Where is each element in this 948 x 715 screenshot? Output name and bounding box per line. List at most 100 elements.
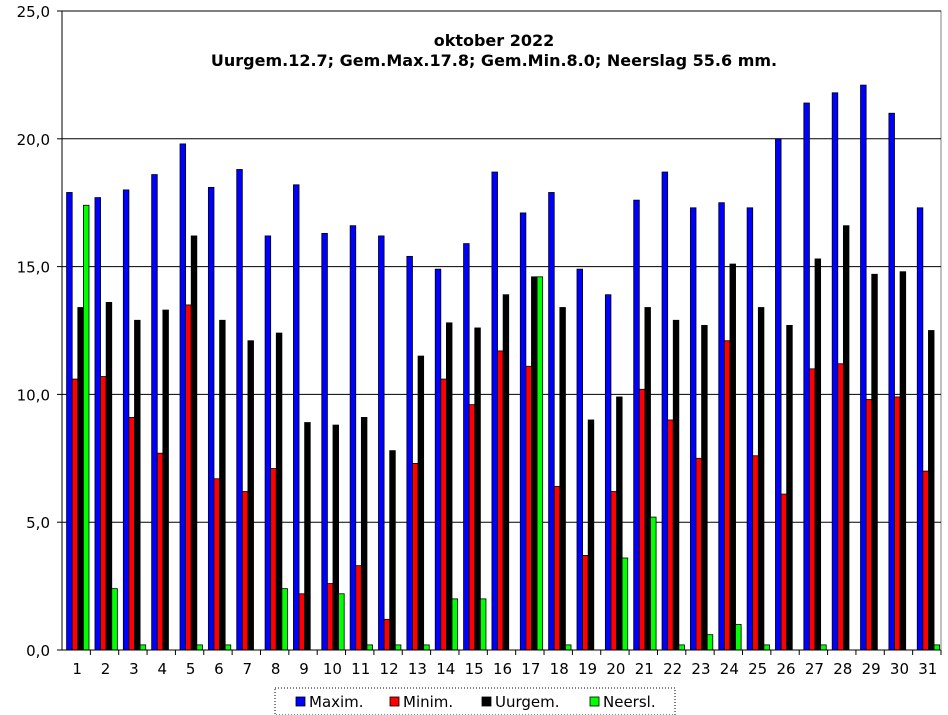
bar-minim-day-18 (553, 486, 561, 651)
bar-minim-day-12 (383, 618, 391, 651)
bar-maxim-day-9 (293, 184, 300, 651)
bar-maxim-day-14 (434, 268, 442, 651)
legend-box (274, 687, 676, 715)
legend-label: Maxim. (309, 693, 364, 711)
bar-uurgem-day-29 (871, 273, 878, 651)
x-tick-label: 3 (129, 660, 139, 678)
legend: Maxim. Minim. Uurgem. Neersl. (274, 687, 676, 715)
x-tick-label: 13 (408, 660, 427, 678)
y-tick-label: 25,0 (17, 3, 50, 21)
bar-maxim-day-11 (349, 225, 357, 651)
x-tick-label: 23 (691, 660, 710, 678)
x-tick-label: 2 (101, 660, 111, 678)
bar-neersl-day-13 (423, 644, 430, 651)
bar-uurgem-day-2 (105, 301, 113, 651)
bar-maxim-day-29 (860, 84, 867, 651)
y-tick-label: 10,0 (17, 386, 50, 404)
bar-maxim-day-8 (264, 235, 272, 651)
bar-neersl-day-22 (678, 644, 685, 651)
bar-neersl-day-2 (111, 588, 118, 651)
y-tick-labels: 0,0 5,0 10,0 15,0 20,0 25,0 (17, 3, 62, 660)
legend-swatch (589, 696, 600, 707)
bar-neersl-day-15 (479, 598, 487, 651)
bar-uurgem-day-3 (134, 319, 141, 651)
bar-neersl-day-11 (366, 644, 373, 651)
x-tick-label: 5 (186, 660, 196, 678)
bar-minim-day-25 (752, 455, 759, 651)
bar-uurgem-day-4 (162, 309, 169, 651)
bar-neersl-day-5 (196, 644, 203, 651)
bar-neersl-day-1 (83, 204, 90, 651)
x-tick-label: 27 (805, 660, 824, 678)
bar-minim-day-28 (837, 363, 844, 651)
x-tick-labels: 1 2 3 4 5 6 7 8 9 10 11 12 13 14 15 16 17 18 19 20 21 22 23 24 2… (72, 650, 942, 678)
bar-maxim-day-26 (775, 138, 782, 651)
chart-subtitle: Uurgem.12.7; Gem.Max.17.8; Gem.Min.8.0; … (211, 51, 777, 70)
x-tick-label: 25 (748, 660, 767, 678)
bar-maxim-day-24 (718, 202, 725, 651)
legend-label: Uurgem. (495, 693, 560, 711)
bar-uurgem-day-11 (360, 417, 368, 651)
bar-minim-day-29 (865, 399, 873, 651)
bar-uurgem-day-23 (701, 324, 708, 651)
y-tick-label: 5,0 (26, 514, 50, 532)
x-tick-label: 11 (351, 660, 370, 678)
x-tick-label: 19 (578, 660, 597, 678)
x-tick-label: 16 (493, 660, 512, 678)
bar-maxim-day-17 (519, 212, 527, 651)
bar-minim-day-6 (213, 478, 220, 651)
bar-minim-day-15 (468, 404, 476, 651)
bars-group (66, 84, 941, 651)
bar-maxim-day-10 (321, 232, 328, 651)
bar-minim-day-20 (610, 491, 617, 651)
bar-neersl-day-27 (820, 644, 827, 651)
bar-neersl-day-10 (338, 593, 345, 651)
bar-neersl-day-23 (706, 634, 714, 651)
bar-minim-day-1 (71, 378, 79, 651)
bar-uurgem-day-5 (190, 235, 198, 651)
bar-maxim-day-21 (633, 199, 640, 651)
bar-minim-day-27 (809, 368, 816, 651)
bar-neersl-day-18 (565, 644, 572, 651)
x-tick-label: 31 (918, 660, 937, 678)
x-tick-label: 30 (890, 660, 909, 678)
bar-neersl-day-31 (933, 644, 941, 651)
bar-maxim-day-19 (576, 268, 583, 651)
x-tick-label: 9 (299, 660, 309, 678)
legend-label: Minim. (403, 693, 453, 711)
bar-uurgem-day-31 (928, 330, 935, 651)
bar-neersl-day-6 (224, 644, 232, 651)
x-tick-label: 10 (323, 660, 342, 678)
bar-uurgem-day-25 (757, 307, 765, 651)
x-tick-label: 20 (606, 660, 625, 678)
x-tick-label: 26 (777, 660, 796, 678)
bar-minim-day-26 (780, 493, 788, 651)
bar-maxim-day-23 (690, 207, 697, 651)
x-tick-label: 15 (465, 660, 484, 678)
x-tick-label: 12 (380, 660, 399, 678)
bar-maxim-day-2 (94, 197, 101, 651)
bar-uurgem-day-13 (417, 355, 425, 651)
bar-maxim-day-6 (207, 186, 215, 651)
y-tick-label: 15,0 (17, 259, 50, 277)
bar-maxim-day-15 (463, 243, 470, 651)
bar-minim-day-19 (582, 555, 589, 651)
bar-maxim-day-25 (746, 207, 754, 651)
x-tick-label: 8 (271, 660, 281, 678)
bar-minim-day-7 (241, 491, 249, 651)
bar-neersl-day-3 (139, 644, 147, 651)
bar-maxim-day-13 (406, 255, 413, 651)
bar-uurgem-day-1 (77, 307, 84, 651)
bar-minim-day-17 (525, 365, 532, 651)
x-tick-label: 7 (243, 660, 253, 678)
bar-neersl-day-17 (536, 276, 544, 651)
bar-uurgem-day-9 (304, 422, 311, 651)
bar-uurgem-day-20 (616, 396, 623, 651)
bar-minim-day-11 (355, 565, 362, 651)
x-tick-label: 22 (663, 660, 682, 678)
bar-minim-day-21 (638, 388, 646, 651)
y-tick-label: 0,0 (26, 642, 50, 660)
bar-minim-day-14 (440, 378, 447, 651)
x-tick-label: 21 (635, 660, 654, 678)
bar-maxim-day-27 (803, 102, 810, 651)
